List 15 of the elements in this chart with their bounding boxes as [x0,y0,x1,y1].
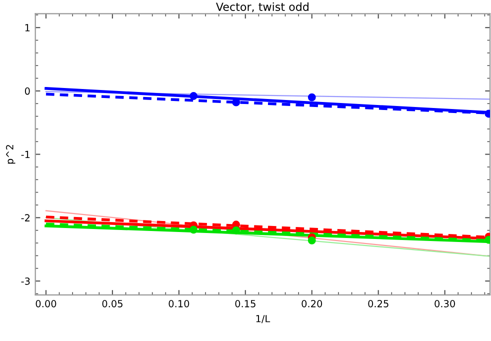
x-tick-label: 0.25 [368,300,388,308]
y-tick-label: -1 [21,150,30,158]
x-axis-title: 1/L [256,315,270,324]
y-tick-label: -2 [21,214,30,222]
y-tick-label: 1 [25,24,30,32]
y-axis-title: p^2 [6,145,16,164]
x-tick-label: 0.20 [302,300,322,308]
y-tick-label: 0 [24,87,30,95]
x-tick-label: 0.00 [36,300,56,308]
y-tick-label: -3 [21,278,30,285]
chart-title: Vector, twist odd [216,2,308,12]
x-tick-label: 0.10 [168,300,190,308]
x-tick-label: 0.05 [102,300,122,308]
x-tick-label: 0.15 [235,300,256,308]
x-tick-label: 0.30 [434,300,455,308]
